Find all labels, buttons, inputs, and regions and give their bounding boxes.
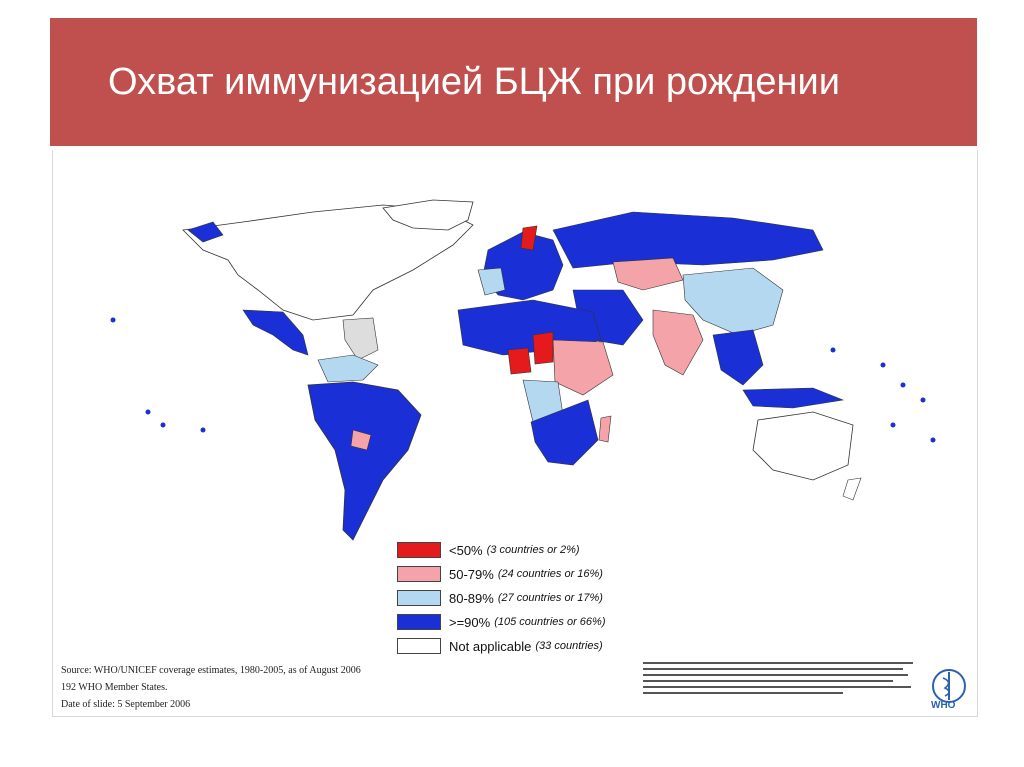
disclaimer-text-block xyxy=(643,662,923,710)
legend-count: (33 countries) xyxy=(535,640,603,652)
legend-swatch-red xyxy=(397,542,441,558)
region-western-europe xyxy=(477,267,506,296)
legend-row-lt50: <50% (3 countries or 2%) xyxy=(397,538,605,562)
legend-count: (105 countries or 66%) xyxy=(494,616,606,628)
island-dot xyxy=(110,317,116,323)
region-greenland xyxy=(382,199,474,231)
legend-range: 50-79% xyxy=(449,566,494,582)
world-map xyxy=(110,199,936,541)
source-note: Source: WHO/UNICEF coverage estimates, 1… xyxy=(61,662,361,713)
who-label: WHO xyxy=(931,700,956,711)
legend-row-80-89: 80-89% (27 countries or 17%) xyxy=(397,586,605,610)
island-dot xyxy=(890,422,896,428)
who-emblem-icon xyxy=(932,669,966,703)
region-southeast-asia xyxy=(712,329,764,386)
island-dot xyxy=(920,397,926,403)
legend-swatch-white xyxy=(397,638,441,654)
region-china xyxy=(682,267,784,336)
region-north-america xyxy=(182,204,474,321)
island-dot xyxy=(200,427,206,433)
island-dot xyxy=(830,347,836,353)
region-alaska-note xyxy=(187,221,224,243)
region-russia xyxy=(552,211,824,269)
region-nigeria xyxy=(507,347,532,375)
region-madagascar xyxy=(598,415,612,443)
source-line-1: Source: WHO/UNICEF coverage estimates, 1… xyxy=(61,665,361,676)
legend-swatch-blue xyxy=(397,614,441,630)
region-india xyxy=(652,309,704,376)
region-southern-africa xyxy=(530,399,599,466)
region-australia xyxy=(752,411,854,481)
legend-count: (24 countries or 16%) xyxy=(497,568,603,580)
region-chad xyxy=(532,331,554,365)
source-line-3: Date of slide: 5 September 2006 xyxy=(61,699,191,710)
island-dot xyxy=(900,382,906,388)
legend-row-ge90: >=90% (105 countries or 66%) xyxy=(397,610,605,634)
title-bar: Охват иммунизацией БЦЖ при рождении xyxy=(50,18,977,146)
island-dot xyxy=(160,422,166,428)
map-frame: <50% (3 countries or 2%) 50-79% (24 coun… xyxy=(52,150,978,717)
region-indonesia xyxy=(742,387,845,409)
island-dot xyxy=(930,437,936,443)
region-south-america xyxy=(307,381,422,541)
source-line-2: 192 WHO Member States. xyxy=(61,682,168,693)
legend-range: <50% xyxy=(449,542,483,558)
island-dot xyxy=(880,362,886,368)
legend-row-50-79: 50-79% (24 countries or 16%) xyxy=(397,562,605,586)
legend-count: (3 countries or 2%) xyxy=(486,544,580,556)
region-new-zealand xyxy=(842,477,862,501)
legend-row-na: Not applicable (33 countries) xyxy=(397,634,605,658)
region-mexico xyxy=(242,309,309,356)
legend-range: 80-89% xyxy=(449,590,494,606)
region-northern-south-america xyxy=(317,354,379,383)
region-central-asia xyxy=(612,257,684,291)
legend-count: (27 countries or 17%) xyxy=(497,592,603,604)
region-east-africa xyxy=(552,339,614,396)
legend-range: Not applicable xyxy=(449,638,532,654)
region-sweden xyxy=(520,225,538,251)
region-caribbean xyxy=(342,317,379,361)
legend: <50% (3 countries or 2%) 50-79% (24 coun… xyxy=(397,538,605,658)
island-dot xyxy=(145,409,151,415)
region-paraguay xyxy=(350,429,372,451)
legend-range: >=90% xyxy=(449,614,491,630)
legend-swatch-lightblue xyxy=(397,590,441,606)
slide-title: Охват иммунизацией БЦЖ при рождении xyxy=(108,60,840,103)
legend-swatch-pink xyxy=(397,566,441,582)
